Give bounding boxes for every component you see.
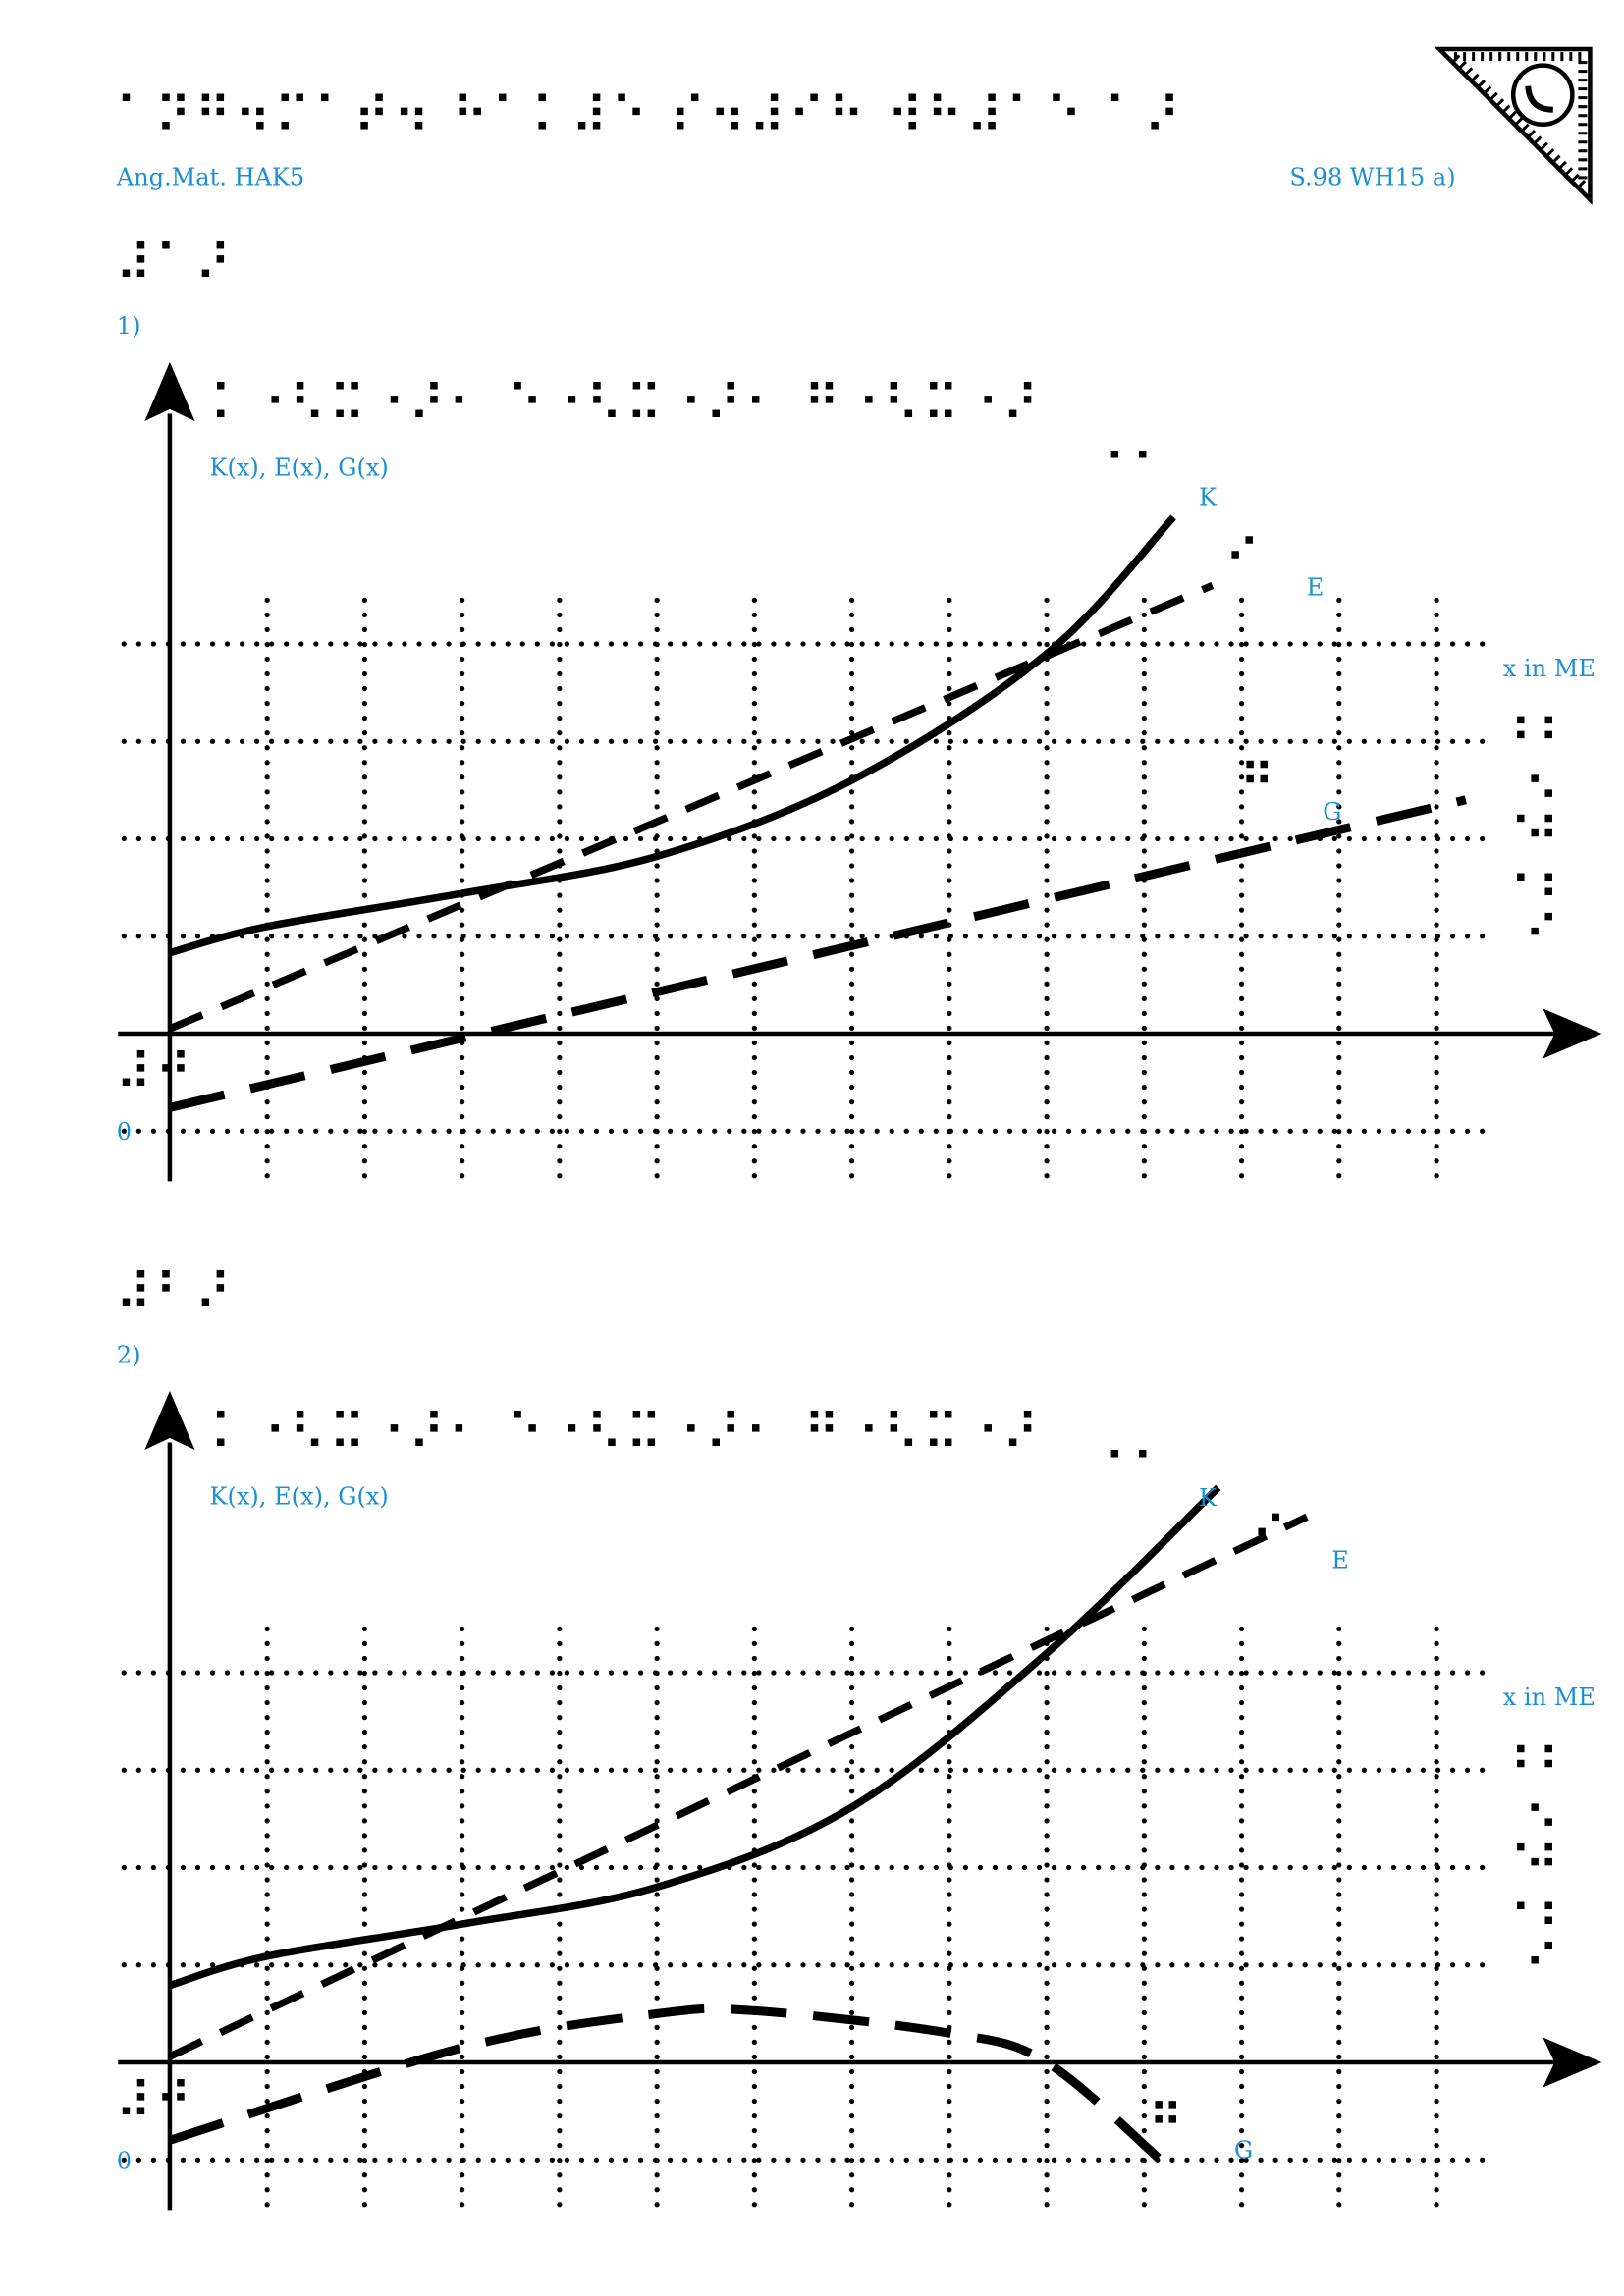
x-axis-arrow-icon xyxy=(1543,2037,1602,2088)
page-reference-label: S.98 WH15 a) xyxy=(1289,163,1455,190)
chart-number-braille: ⠼⠁⠜ xyxy=(115,236,234,294)
y-axis-label-braille: ⠅⠐⠣⠭⠐⠜⠂ ⠑⠐⠣⠭⠐⠜⠂ ⠛⠐⠣⠭⠐⠜ xyxy=(210,376,1042,434)
origin-label: 0 xyxy=(117,1118,132,1146)
series-line-E xyxy=(168,1513,1309,2060)
series-label-K: K xyxy=(1199,484,1218,511)
origin-label: 0 xyxy=(117,2147,132,2174)
course-label: Ang.Mat. HAK5 xyxy=(116,163,304,190)
braille-title: ⠁⠝⠛⠲⠍⠁⠞⠲ ⠓⠁⠅⠼⠑ ⠎⠲⠼⠊⠓ ⠺⠓⠼⠁⠑ ⠁⠜ xyxy=(115,88,1183,146)
x-axis-arrow-icon xyxy=(1543,1008,1602,1059)
y-axis-arrow-icon xyxy=(144,361,195,421)
series-line-K xyxy=(168,514,1176,957)
series-label-braille-K: ⠅ xyxy=(1095,444,1153,483)
series-line-K xyxy=(168,1484,1221,1990)
chart-number-braille: ⠼⠃⠜ xyxy=(115,1264,234,1322)
corner-logo xyxy=(1434,46,1593,205)
series-label-braille-G: ⠛ xyxy=(1216,753,1273,792)
series-label-braille-G: ⠛ xyxy=(1124,2094,1182,2133)
chart-number-label: 2) xyxy=(117,1341,141,1368)
x-axis-label-braille: ⠭ ⠊⠝ ⠍⠑ xyxy=(1500,709,1558,945)
series-label-E: E xyxy=(1331,1546,1349,1574)
y-axis-label: K(x), E(x), G(x) xyxy=(210,1483,389,1511)
series-label-G: G xyxy=(1323,798,1341,826)
x-axis-label: x in ME xyxy=(1503,1683,1596,1711)
series-label-K: K xyxy=(1199,1484,1218,1512)
origin-label-braille: ⠼⠚ xyxy=(115,2073,194,2131)
series-line-G xyxy=(168,2003,1167,2166)
series-label-braille-K: ⠅ xyxy=(1095,1442,1153,1481)
series-label-braille-E: ⠑ xyxy=(1227,1506,1285,1545)
chart-2: ⠼⠃⠜ 2) ⠅⠐⠣⠭⠐⠜⠂ ⠑⠐⠣⠭⠐⠜⠂ ⠛⠐⠣⠭⠐⠜ K(x), E(x), G… xyxy=(115,1264,1602,2216)
series-label-braille-E: ⠑ xyxy=(1201,529,1259,568)
chart-number-label: 1) xyxy=(117,312,141,340)
y-axis-label: K(x), E(x), G(x) xyxy=(210,454,389,482)
series-label-G: G xyxy=(1234,2137,1253,2164)
series-line-E xyxy=(168,582,1215,1033)
x-axis-label: x in ME xyxy=(1503,655,1596,682)
chart-1: ⠼⠁⠜ 1) ⠅⠐⠣⠭⠐⠜⠂ ⠑⠐⠣⠭⠐⠜⠂ ⠛⠐⠣⠭⠐⠜ K(x), E(x), G… xyxy=(115,236,1602,1188)
series-label-E: E xyxy=(1307,573,1325,601)
x-axis-label-braille: ⠭ ⠊⠝ ⠍⠑ xyxy=(1500,1737,1558,1974)
origin-label-braille: ⠼⠚ xyxy=(115,1044,194,1102)
series-line-G xyxy=(168,795,1467,1112)
y-axis-arrow-icon xyxy=(144,1390,195,1450)
y-axis-label-braille: ⠅⠐⠣⠭⠐⠜⠂ ⠑⠐⠣⠭⠐⠜⠂ ⠛⠐⠣⠭⠐⠜ xyxy=(210,1405,1042,1463)
